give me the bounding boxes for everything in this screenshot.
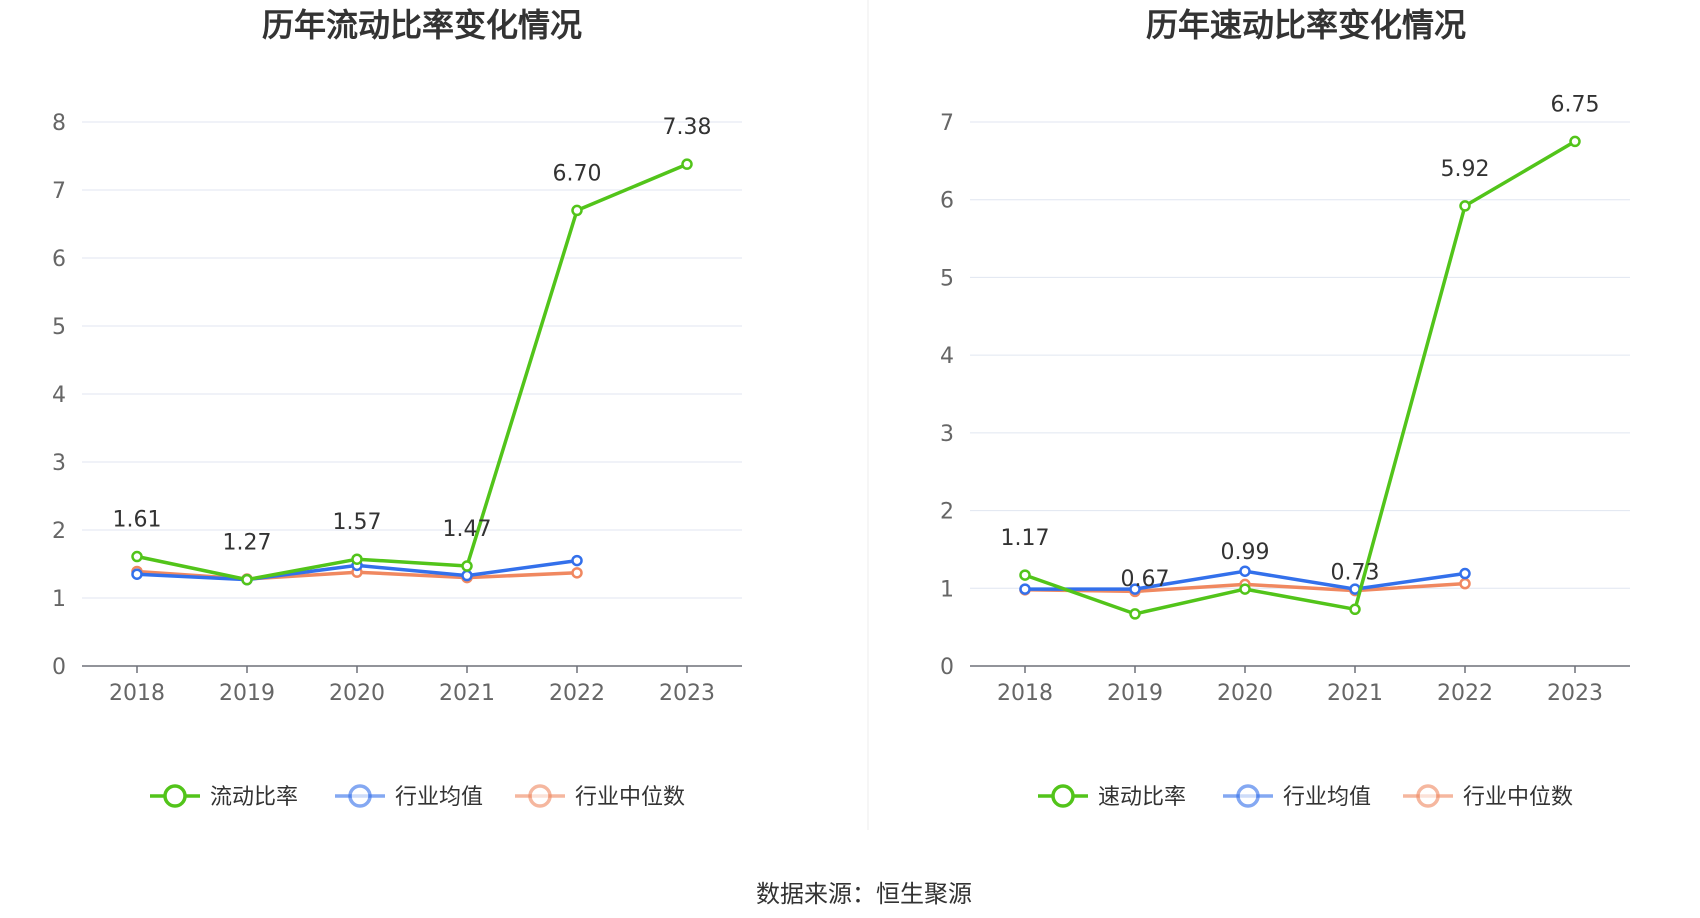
x-tick-label: 2019 <box>219 681 275 706</box>
data-point <box>1569 135 1581 148</box>
legend-marker <box>1236 784 1260 808</box>
legend-marker <box>528 784 552 808</box>
data-source-label: 数据来源：恒生聚源 <box>756 880 972 908</box>
legend-marker <box>1051 784 1075 808</box>
y-tick-label: 5 <box>940 266 954 291</box>
y-tick-label: 4 <box>52 383 66 408</box>
legend-item-0: 流动比率 <box>150 784 298 810</box>
data-label: 6.70 <box>553 161 602 186</box>
data-point <box>571 554 583 567</box>
x-tick-label: 2023 <box>659 681 715 706</box>
data-point <box>241 573 253 586</box>
y-tick-label: 3 <box>52 451 66 476</box>
x-tick-label: 2018 <box>109 681 165 706</box>
data-point <box>1239 583 1251 595</box>
legend-item-2: 行业中位数 <box>1403 784 1573 810</box>
x-tick-label: 2019 <box>1107 681 1163 706</box>
data-label: 7.38 <box>663 115 712 140</box>
data-point <box>131 568 143 580</box>
data-point <box>1019 583 1031 595</box>
x-tick-label: 2020 <box>329 681 385 706</box>
data-point <box>461 560 473 572</box>
data-label: 6.75 <box>1551 92 1600 117</box>
legend-label: 行业中位数 <box>1463 785 1573 810</box>
legend-item-2: 行业中位数 <box>515 784 685 810</box>
legend-item-0: 速动比率 <box>1038 784 1186 810</box>
y-tick-label: 1 <box>52 587 66 612</box>
data-label: 1.61 <box>113 508 162 533</box>
legend-label: 速动比率 <box>1098 785 1186 810</box>
data-label: 1.47 <box>443 517 492 542</box>
legend-label: 行业均值 <box>1283 785 1371 810</box>
y-tick-label: 6 <box>52 247 66 272</box>
x-tick-label: 2020 <box>1217 681 1273 706</box>
current-ratio-chart: 历年流动比率变化情况 0 1 2 3 4 5 6 7 8 2018 2019 2020 2021 2022 2… <box>52 6 742 810</box>
data-label: 0.67 <box>1121 567 1170 592</box>
data-point <box>681 158 693 170</box>
legend-item-1: 行业均值 <box>335 784 483 810</box>
y-tick-label: 2 <box>52 519 66 544</box>
y-tick-label: 3 <box>940 422 954 447</box>
quick-ratio-chart: 历年速动比率变化情况 0 1 2 3 4 5 6 7 2018 2019 2020 2021 2022 20… <box>940 6 1630 810</box>
data-label: 0.73 <box>1331 560 1380 585</box>
data-label: 5.92 <box>1441 157 1490 182</box>
x-tick-label: 2022 <box>1437 681 1493 706</box>
data-point <box>461 569 473 582</box>
data-point <box>1459 200 1471 212</box>
data-point <box>1129 608 1141 620</box>
y-tick-label: 1 <box>940 577 954 602</box>
chart-title: 历年流动比率变化情况 <box>262 6 582 44</box>
data-label: 1.17 <box>1001 526 1050 551</box>
x-tick-label: 2021 <box>1327 681 1383 706</box>
data-point <box>131 550 143 563</box>
x-tick-label: 2021 <box>439 681 495 706</box>
y-tick-label: 2 <box>940 500 954 525</box>
data-point <box>571 567 583 579</box>
x-tick-label: 2023 <box>1547 681 1603 706</box>
y-tick-label: 7 <box>52 179 66 204</box>
data-label: 1.27 <box>223 531 272 556</box>
legend-label: 行业均值 <box>395 785 483 810</box>
y-tick-label: 7 <box>940 111 954 136</box>
legend-item-1: 行业均值 <box>1223 784 1371 810</box>
data-point <box>571 204 583 217</box>
data-point <box>1349 603 1361 616</box>
data-label: 1.57 <box>333 510 382 535</box>
data-point <box>1019 569 1031 581</box>
chart-title: 历年速动比率变化情况 <box>1146 6 1466 44</box>
x-tick-label: 2018 <box>997 681 1053 706</box>
legend-label: 行业中位数 <box>575 785 685 810</box>
legend-marker <box>163 784 187 808</box>
y-tick-label: 8 <box>52 111 66 136</box>
data-point <box>1129 583 1141 595</box>
legend-marker <box>1416 784 1440 808</box>
x-tick-label: 2022 <box>549 681 605 706</box>
data-point <box>1239 565 1251 577</box>
y-tick-label: 4 <box>940 344 954 369</box>
data-point <box>351 553 363 565</box>
y-tick-label: 6 <box>940 189 954 214</box>
data-point <box>1459 567 1471 580</box>
series-line-0 <box>136 162 688 582</box>
legend-label: 流动比率 <box>210 785 298 810</box>
y-tick-label: 5 <box>52 315 66 340</box>
legend-marker <box>348 784 372 808</box>
series-line-0 <box>1024 139 1576 616</box>
data-point <box>1459 577 1471 590</box>
data-label: 0.99 <box>1221 540 1270 565</box>
y-tick-label: 0 <box>52 655 66 680</box>
y-tick-label: 0 <box>940 655 954 680</box>
